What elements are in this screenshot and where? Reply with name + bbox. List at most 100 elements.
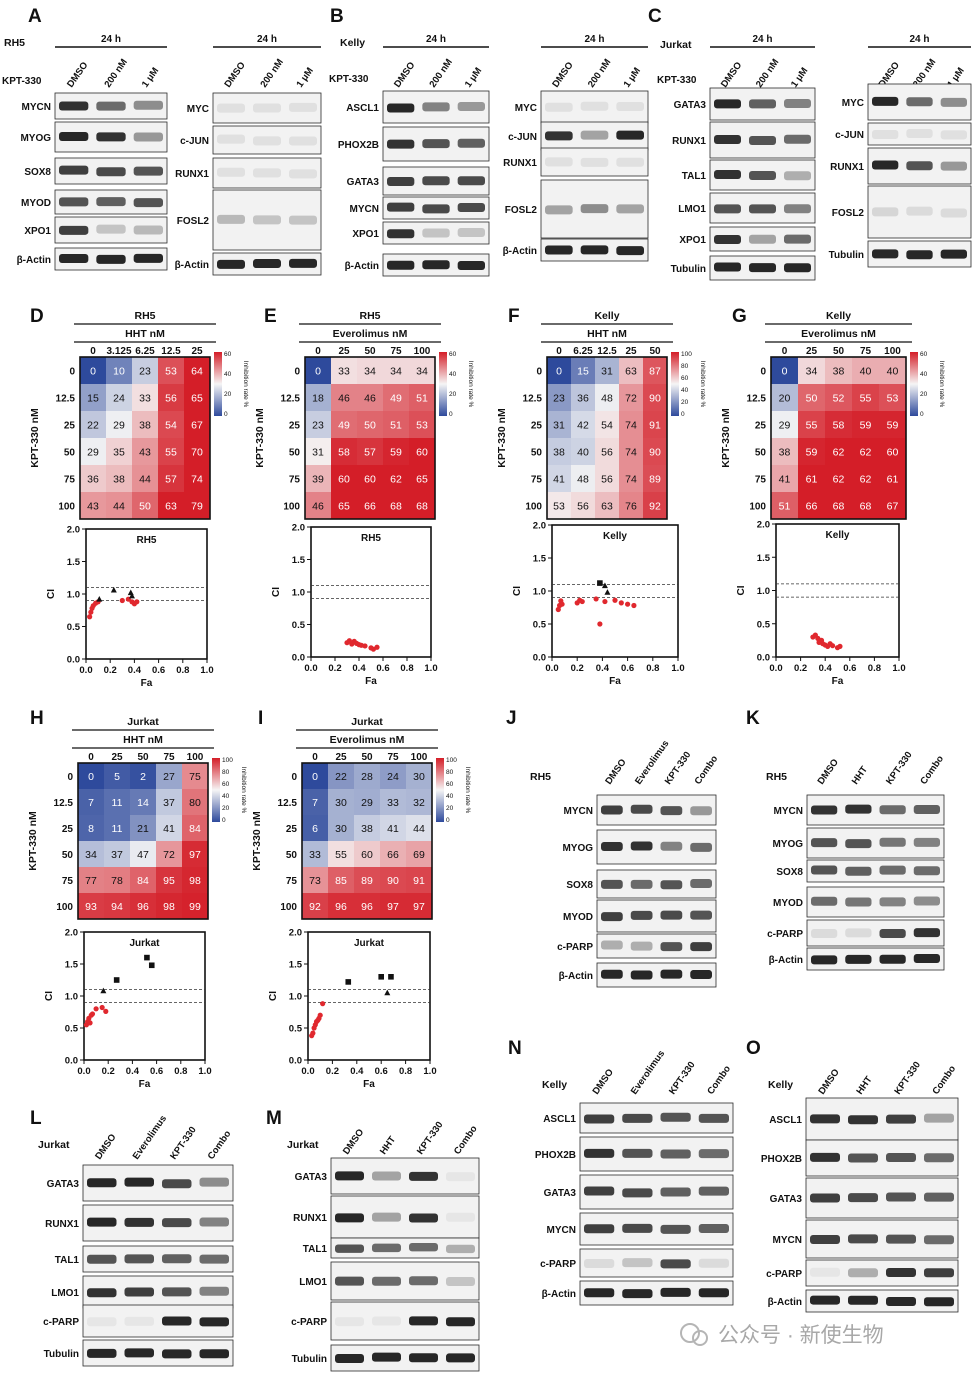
blot-band: [580, 157, 609, 167]
heatmap-x-tick: 0: [312, 752, 318, 763]
ci-x-tick: 0.0: [545, 663, 558, 674]
heatmap-legend-bar: [910, 352, 918, 416]
heatmap-cell: [619, 384, 643, 411]
heatmap-value: 14: [137, 797, 149, 809]
heatmap-value: 30: [335, 797, 347, 809]
heatmap-xlabel: HHT nM: [587, 328, 627, 340]
heatmap-value: 62: [860, 447, 872, 459]
heatmap-y-tick: 25: [64, 421, 76, 432]
blot-column-label: 200 nM: [102, 57, 130, 90]
blot-band: [545, 157, 573, 167]
blot-band: [253, 215, 281, 225]
heatmap-y-tick: 50: [64, 448, 76, 459]
blot-band: [162, 1349, 192, 1359]
heatmap-value: 29: [87, 447, 99, 459]
heatmap-value: 54: [601, 420, 613, 432]
heatmap-xlabel: HHT nM: [125, 328, 165, 340]
blot-row-label: Tubulin: [44, 1349, 79, 1360]
blot-column-label: DMSO: [392, 60, 417, 90]
blot-row-label: c-JUN: [508, 132, 537, 143]
ci-y-tick: 2.0: [65, 928, 78, 939]
heatmap-x-tick: 25: [625, 346, 637, 357]
heatmap-legend-tick: 20: [446, 805, 454, 812]
heatmap-value: 56: [165, 393, 177, 405]
blot-band: [630, 879, 653, 889]
heatmap-x-tick: 25: [191, 346, 203, 357]
ci-y-tick: 2.0: [289, 928, 302, 939]
heatmap-cell: [328, 815, 354, 841]
blot-band: [886, 1114, 916, 1124]
blot-row-label: XPO1: [679, 235, 706, 246]
ci-y-tick: 1.0: [289, 992, 302, 1003]
blot-band: [810, 1234, 840, 1244]
heatmap-cell: [409, 438, 435, 465]
blot-band: [96, 254, 126, 264]
blot-band: [811, 805, 838, 815]
heatmap-cell: [798, 492, 825, 519]
heatmap-y-tick: 12.5: [281, 394, 301, 405]
blot-strip: [540, 179, 649, 239]
heatmap-cell: [643, 492, 667, 519]
ci-y-tick: 1.5: [65, 960, 79, 971]
heatmap-cell: [130, 763, 156, 789]
blot-band: [845, 928, 872, 938]
heatmap-value: 57: [364, 447, 376, 459]
heatmap-cell: [331, 357, 357, 384]
heatmap-value: 99: [189, 901, 201, 913]
blot-band: [660, 1224, 691, 1234]
heatmap-value: 37: [163, 797, 175, 809]
blot-cell-line: Jurkat: [287, 1139, 319, 1151]
blot-band: [96, 132, 126, 142]
heatmap-y-tick: 0: [294, 367, 300, 378]
heatmap-cell: [643, 357, 667, 384]
heatmap-title: Kelly: [826, 310, 851, 322]
ci-xlabel: Fa: [139, 1079, 151, 1090]
blot-time-label: 24 h: [257, 34, 277, 45]
heatmap-value: 37: [111, 849, 123, 861]
heatmap-value: 84: [137, 875, 149, 887]
heatmap-cell: [619, 465, 643, 492]
heatmap-legend-tick: 100: [681, 351, 692, 358]
ci-plot-title: Kelly: [603, 531, 627, 542]
ci-xlabel: Fa: [609, 676, 621, 687]
blot-band: [253, 136, 281, 146]
ci-y-tick: 0.0: [757, 653, 770, 664]
blot-band: [690, 910, 712, 920]
blot-column-label: DMSO: [550, 60, 575, 90]
heatmap-cell: [409, 411, 435, 438]
blot-band: [289, 102, 317, 112]
heatmap-cell: [104, 893, 130, 919]
heatmap-cell: [383, 492, 409, 519]
heatmap-cell: [879, 492, 906, 519]
ci-x-tick: 0.2: [571, 663, 584, 674]
blot-band: [616, 130, 644, 140]
blot-column-label: DMSO: [341, 1127, 366, 1157]
ci-point-square: [378, 974, 384, 980]
blot-band: [253, 168, 281, 178]
heatmap-cell: [106, 384, 132, 411]
ci-ylabel: CI: [512, 586, 523, 596]
heatmap-value: 28: [361, 771, 373, 783]
heatmap-xlabel: Everolimus nM: [801, 328, 876, 340]
heatmap-cell: [643, 465, 667, 492]
heatmap-value: 62: [833, 447, 845, 459]
blot-band: [913, 804, 940, 814]
blot-band: [387, 202, 415, 212]
heatmap-cell: [357, 465, 383, 492]
blot-band: [162, 1316, 192, 1326]
heatmap-value: 95: [163, 875, 175, 887]
ci-plot-E_ci: RH5 0.0 0.2 0.4 0.6 0.8 1.0 0.0 0.5 1.0 1.5 2.0 Fa CI: [271, 523, 438, 688]
heatmap-cell: [357, 411, 383, 438]
heatmap-x-tick: 0: [315, 346, 321, 357]
heatmap-value: 62: [390, 474, 402, 486]
blot-band: [387, 177, 415, 187]
heatmap-value: 10: [113, 366, 125, 378]
heatmap-y-tick: 0: [67, 772, 73, 783]
blot-row-label: β-Actin: [559, 971, 593, 982]
blot-band: [872, 160, 899, 170]
heatmap-cell: [156, 763, 182, 789]
heatmap-value: 76: [625, 501, 637, 513]
wechat-icon: [680, 1323, 700, 1343]
